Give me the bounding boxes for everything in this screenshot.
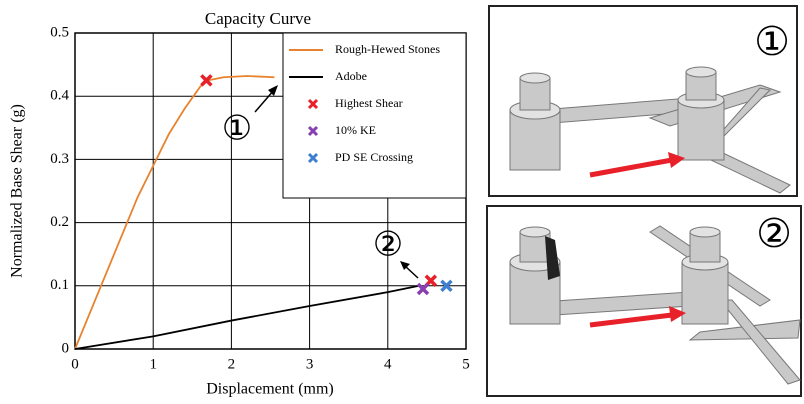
legend-label: Adobe	[335, 69, 367, 83]
figure: Capacity Curve Displacement (mm) Normali…	[0, 0, 804, 399]
panel-1: ①	[489, 6, 797, 196]
x-tick-label: 1	[149, 356, 157, 372]
y-tick-label: 0.1	[50, 277, 69, 293]
chart-title: Capacity Curve	[205, 9, 311, 28]
x-tick-label: 5	[462, 356, 470, 372]
panel-2: ②	[487, 206, 801, 396]
x-axis-label: Displacement (mm)	[206, 381, 334, 398]
annotation: ①	[222, 109, 252, 149]
y-tick-label: 0.4	[50, 88, 69, 104]
annotation: ②	[373, 225, 403, 265]
panel-label: ②	[756, 211, 792, 257]
series-line	[75, 286, 419, 349]
legend-label: Rough-Hewed Stones	[335, 42, 440, 56]
y-tick-label: 0.5	[50, 24, 69, 40]
y-tick-label: 0.3	[50, 151, 69, 167]
x-tick-label: 0	[71, 356, 79, 372]
annotation-arrow	[255, 90, 274, 112]
x-tick-label: 4	[384, 356, 392, 372]
y-tick-label: 0.2	[50, 214, 69, 230]
x-tick-label: 3	[306, 356, 314, 372]
legend-label: Highest Shear	[335, 96, 403, 110]
legend-label: 10% KE	[335, 123, 376, 137]
y-axis-label: Normalized Base Shear (g)	[9, 104, 26, 278]
legend-label: PD SE Crossing	[335, 150, 413, 164]
annotation-arrow	[405, 266, 418, 278]
y-tick-label: 0	[62, 340, 70, 356]
legend-box	[283, 33, 466, 198]
panel-label: ①	[754, 19, 790, 65]
x-tick-label: 2	[228, 356, 236, 372]
